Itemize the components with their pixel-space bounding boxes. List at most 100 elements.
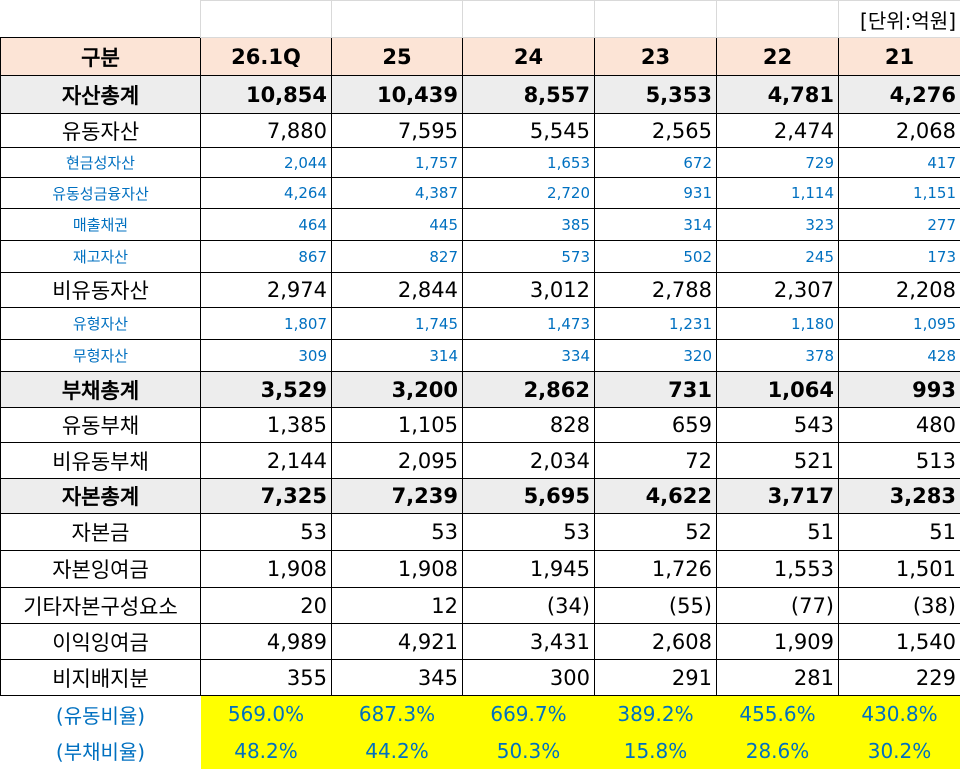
value-cell: 2,862 <box>463 372 595 408</box>
value-cell: 2,474 <box>717 114 839 148</box>
header-cell: 22 <box>717 38 839 76</box>
value-cell: 20 <box>201 588 332 624</box>
value-cell: 1,653 <box>463 148 595 178</box>
value-cell: 543 <box>717 408 839 443</box>
value-cell: 2,608 <box>595 624 717 660</box>
value-cell: 4,989 <box>201 624 332 660</box>
value-cell: 1,114 <box>717 178 839 209</box>
value-cell: 573 <box>463 241 595 273</box>
value-cell: 10,439 <box>332 76 463 114</box>
ratio-label: (유동비율) <box>1 696 201 733</box>
value-cell: 1,807 <box>201 308 332 340</box>
row-label: 자본잉여금 <box>1 551 201 588</box>
value-cell: 828 <box>463 408 595 443</box>
row-label: 유동자산 <box>1 114 201 148</box>
value-cell: 3,431 <box>463 624 595 660</box>
value-cell: 4,921 <box>332 624 463 660</box>
row-label: 무형자산 <box>1 340 201 372</box>
value-cell: 277 <box>839 209 960 241</box>
value-cell: 320 <box>595 340 717 372</box>
value-cell: 7,325 <box>201 479 332 514</box>
value-cell: 2,068 <box>839 114 960 148</box>
value-cell: 291 <box>595 660 717 696</box>
value-cell: 5,545 <box>463 114 595 148</box>
value-cell: 1,909 <box>717 624 839 660</box>
value-cell: 464 <box>201 209 332 241</box>
value-cell: 659 <box>595 408 717 443</box>
ratio-value: 15.8% <box>595 733 717 769</box>
value-cell: 1,064 <box>717 372 839 408</box>
value-cell: 51 <box>717 514 839 551</box>
value-cell: 1,908 <box>332 551 463 588</box>
ratio-value: 50.3% <box>463 733 595 769</box>
value-cell: (34) <box>463 588 595 624</box>
value-cell: 931 <box>595 178 717 209</box>
value-cell: 3,283 <box>839 479 960 514</box>
empty-cell <box>332 1 463 38</box>
row-label: 재고자산 <box>1 241 201 273</box>
ratio-value: 44.2% <box>332 733 463 769</box>
row-label: 현금성자산 <box>1 148 201 178</box>
value-cell: 3,200 <box>332 372 463 408</box>
header-cell: 구분 <box>1 38 201 76</box>
value-cell: 521 <box>717 443 839 479</box>
value-cell: 502 <box>595 241 717 273</box>
value-cell: 4,276 <box>839 76 960 114</box>
value-cell: 314 <box>332 340 463 372</box>
row-label: 이익잉여금 <box>1 624 201 660</box>
value-cell: 2,044 <box>201 148 332 178</box>
value-cell: 245 <box>717 241 839 273</box>
value-cell: 385 <box>463 209 595 241</box>
value-cell: 334 <box>463 340 595 372</box>
value-cell: 72 <box>595 443 717 479</box>
ratio-label: (부채비율) <box>1 733 201 769</box>
value-cell: 4,264 <box>201 178 332 209</box>
empty-cell <box>717 1 839 38</box>
value-cell: 314 <box>595 209 717 241</box>
value-cell: 1,151 <box>839 178 960 209</box>
row-label: 자산총계 <box>1 76 201 114</box>
value-cell: 2,034 <box>463 443 595 479</box>
value-cell: 417 <box>839 148 960 178</box>
value-cell: 229 <box>839 660 960 696</box>
unit-label: [단위:억원] <box>839 1 960 38</box>
value-cell: (55) <box>595 588 717 624</box>
ratio-value: 569.0% <box>201 696 332 733</box>
header-cell: 24 <box>463 38 595 76</box>
value-cell: 3,529 <box>201 372 332 408</box>
value-cell: 4,622 <box>595 479 717 514</box>
value-cell: 281 <box>717 660 839 696</box>
ratio-row: (부채비율)48.2%44.2%50.3%15.8%28.6%30.2% <box>1 733 960 769</box>
value-cell: 445 <box>332 209 463 241</box>
value-cell: 672 <box>595 148 717 178</box>
value-cell: 827 <box>332 241 463 273</box>
row-label: 비유동부채 <box>1 443 201 479</box>
header-cell: 23 <box>595 38 717 76</box>
value-cell: 2,144 <box>201 443 332 479</box>
value-cell: 51 <box>839 514 960 551</box>
row-label: 부채총계 <box>1 372 201 408</box>
value-cell: 1,726 <box>595 551 717 588</box>
ratio-row: (유동비율)569.0%687.3%669.7%389.2%455.6%430.… <box>1 696 960 733</box>
value-cell: 1,105 <box>332 408 463 443</box>
value-cell: 1,180 <box>717 308 839 340</box>
value-cell: 1,745 <box>332 308 463 340</box>
value-cell: 1,908 <box>201 551 332 588</box>
row-label: 유동부채 <box>1 408 201 443</box>
ratio-value: 687.3% <box>332 696 463 733</box>
value-cell: 428 <box>839 340 960 372</box>
